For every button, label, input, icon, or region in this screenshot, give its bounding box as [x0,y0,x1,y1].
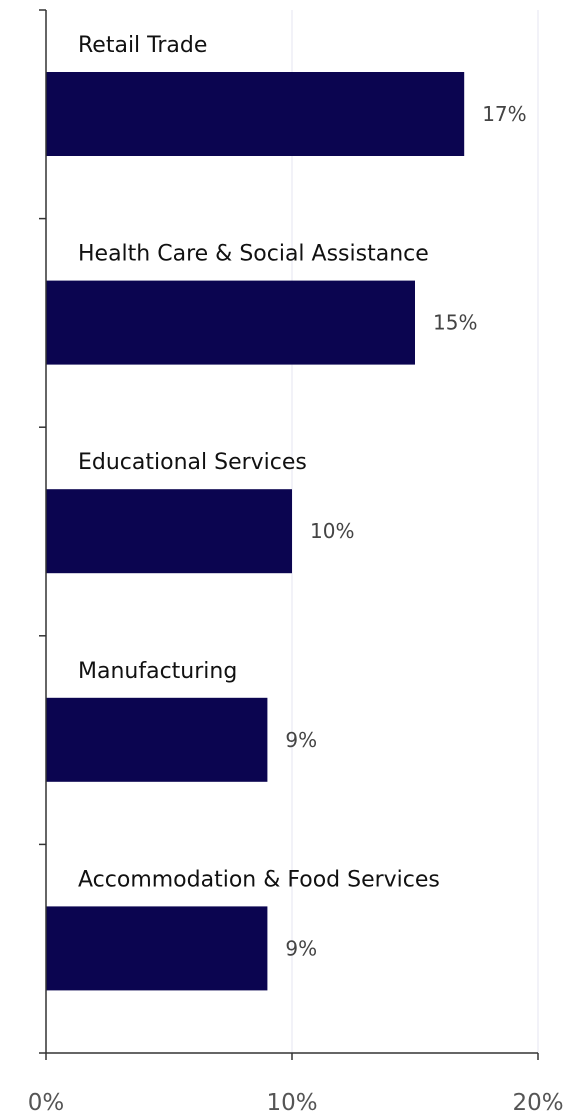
value-label-0: 17% [482,102,526,126]
value-label-4: 9% [285,936,317,960]
category-label-4: Accommodation & Food Services [78,867,440,892]
bars [46,72,465,991]
x-tick-label-0: 0% [28,1090,65,1116]
bar-3 [46,697,268,782]
category-label-2: Educational Services [78,450,307,475]
bar-0 [46,72,465,156]
value-label-3: 9% [285,728,317,752]
x-tick-label-2: 20% [512,1090,563,1116]
labels: Retail Trade 17% Health Care & Social Assi… [28,33,564,1116]
bar-2 [46,489,292,574]
category-label-1: Health Care & Social Assistance [78,242,429,267]
axes [39,9,539,1060]
bar-4 [46,906,268,991]
value-label-1: 15% [433,311,477,335]
value-label-2: 10% [310,519,354,543]
bar-1 [46,280,415,365]
category-label-0: Retail Trade [78,33,207,58]
x-tick-label-1: 10% [266,1090,317,1116]
category-label-3: Manufacturing [78,659,237,684]
